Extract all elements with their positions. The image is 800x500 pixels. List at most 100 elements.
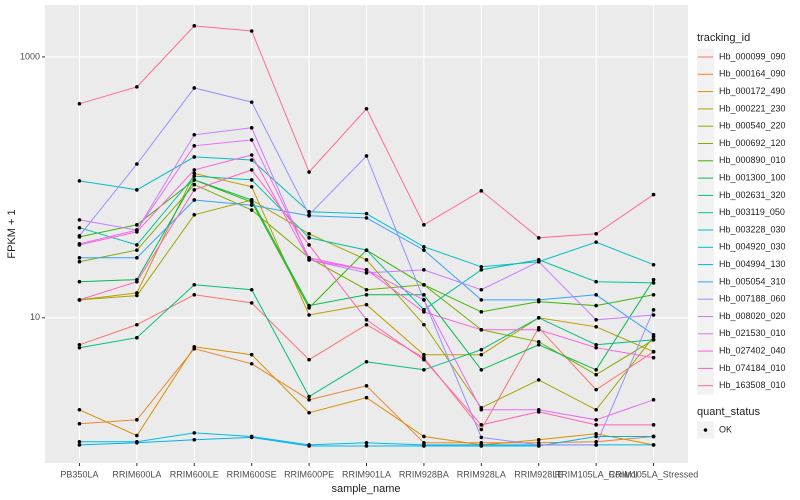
legend-label: Hb_004994_130	[719, 259, 786, 269]
data-point	[594, 368, 598, 372]
legend-label: Hb_000099_090	[719, 51, 786, 61]
data-point	[364, 317, 369, 322]
y-tick-label: 10	[30, 312, 40, 322]
data-point	[135, 433, 139, 438]
data-point	[135, 248, 139, 252]
x-tick-label: RRIM928BA	[399, 469, 449, 479]
data-point	[77, 259, 82, 264]
data-point	[536, 443, 541, 447]
data-point	[249, 100, 254, 104]
data-point	[249, 126, 254, 130]
x-tick-label: RRIM105LA_Stressed	[609, 469, 699, 479]
x-tick-label: RRIM600PE	[284, 469, 334, 479]
data-point	[651, 308, 656, 312]
data-point	[594, 240, 598, 244]
data-point	[594, 372, 598, 377]
x-axis-title: sample_name	[331, 483, 400, 495]
data-point	[249, 153, 254, 157]
data-point	[536, 327, 541, 332]
legend-swatch	[703, 428, 708, 432]
data-point	[536, 236, 541, 240]
legend-label: Hb_003228_030	[719, 224, 786, 234]
data-point	[651, 349, 656, 354]
data-point	[135, 223, 139, 227]
data-point	[479, 423, 484, 427]
data-point	[594, 434, 598, 439]
legend-label: Hb_001300_100	[719, 172, 786, 182]
x-tick-label: RRIM600SE	[227, 469, 277, 479]
data-point	[422, 268, 426, 272]
data-point	[307, 394, 311, 399]
data-point	[364, 216, 369, 220]
data-point	[479, 435, 484, 440]
data-point	[651, 443, 656, 447]
x-tick-label: PB350LA	[60, 469, 98, 479]
data-point	[192, 155, 197, 159]
legend-label: Hb_074184_010	[719, 363, 786, 373]
data-point	[192, 198, 197, 202]
legend-label: Hb_000164_090	[719, 69, 786, 79]
data-point	[479, 287, 484, 292]
data-point	[249, 287, 254, 292]
data-point	[135, 162, 139, 166]
data-point	[249, 198, 254, 202]
data-point	[192, 182, 197, 187]
data-point	[77, 218, 82, 222]
data-point	[422, 434, 426, 439]
data-point	[249, 168, 254, 172]
data-point	[364, 322, 369, 327]
legend-title: quant_status	[697, 406, 760, 418]
data-point	[536, 410, 541, 414]
data-point	[479, 264, 484, 269]
data-point	[536, 340, 541, 344]
data-point	[479, 189, 484, 193]
data-point	[77, 279, 82, 284]
legend-label: Hb_000540_220	[719, 121, 786, 131]
data-point	[307, 243, 311, 247]
data-point	[594, 324, 598, 329]
data-point	[594, 423, 598, 427]
data-point	[594, 443, 598, 447]
data-point	[249, 352, 254, 357]
data-point	[594, 407, 598, 412]
data-point	[77, 421, 82, 426]
data-point	[479, 407, 484, 412]
data-point	[651, 337, 656, 342]
legend-label: Hb_000692_120	[719, 138, 786, 148]
data-point	[651, 423, 656, 427]
data-point	[422, 444, 426, 448]
data-point	[135, 291, 139, 295]
data-point	[192, 292, 197, 297]
legend-label: Hb_000221_230	[719, 103, 786, 113]
data-point	[135, 440, 139, 445]
data-point	[422, 292, 426, 297]
data-point	[249, 178, 254, 182]
data-point	[135, 418, 139, 422]
data-point	[536, 298, 541, 302]
data-point	[364, 287, 369, 292]
data-point	[422, 310, 426, 314]
data-point	[192, 188, 197, 192]
data-point	[249, 208, 254, 212]
data-point	[192, 437, 197, 442]
data-point	[651, 262, 656, 267]
legend-label: Hb_008020_020	[719, 311, 786, 321]
data-point	[192, 178, 197, 182]
legend-label: Hb_027402_040	[719, 345, 786, 355]
data-point	[479, 298, 484, 302]
data-point	[536, 259, 541, 264]
data-point	[77, 443, 82, 447]
data-point	[77, 345, 82, 350]
legend-label: Hb_163508_010	[719, 380, 786, 390]
data-point	[422, 282, 426, 287]
x-tick-label: RRIM105LA_Control	[555, 469, 638, 479]
data-point	[249, 158, 254, 162]
data-point	[192, 86, 197, 90]
data-point	[249, 435, 254, 440]
data-point	[307, 236, 311, 240]
data-point	[422, 322, 426, 327]
data-point	[192, 132, 197, 137]
data-point	[135, 85, 139, 89]
data-point	[651, 281, 656, 285]
